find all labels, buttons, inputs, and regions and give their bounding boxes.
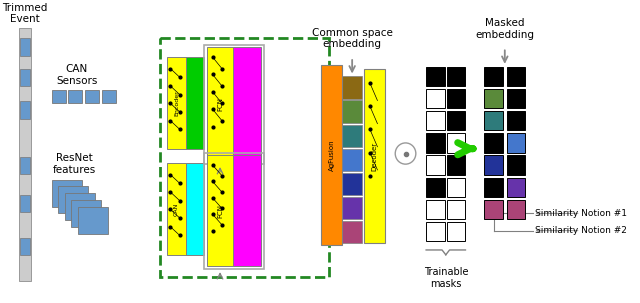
Bar — [68, 90, 83, 103]
Text: ResNet
features: ResNet features — [52, 153, 95, 175]
Bar — [426, 67, 445, 86]
Text: AgFusion: AgFusion — [328, 139, 335, 171]
Bar — [507, 200, 525, 219]
Text: Encoder: Encoder — [174, 90, 179, 116]
Bar — [447, 222, 465, 241]
Bar — [447, 67, 465, 86]
Bar — [507, 155, 525, 175]
Bar — [102, 90, 116, 103]
Bar — [426, 133, 445, 153]
Bar — [160, 38, 329, 277]
Bar — [342, 101, 362, 123]
Bar — [484, 178, 503, 197]
Bar — [342, 197, 362, 219]
Bar — [207, 155, 233, 266]
Bar — [507, 111, 525, 130]
Bar — [58, 186, 88, 213]
Text: Decoder: Decoder — [372, 142, 378, 171]
Bar — [186, 57, 204, 149]
Bar — [85, 90, 99, 103]
Text: CAN
Sensors: CAN Sensors — [56, 65, 97, 86]
Bar — [78, 207, 108, 234]
Bar — [484, 155, 503, 175]
Bar — [20, 195, 30, 212]
Text: FCN: FCN — [217, 204, 223, 218]
Bar — [186, 163, 204, 255]
Bar — [484, 133, 503, 153]
Bar — [204, 45, 264, 164]
Bar — [342, 125, 362, 147]
Text: Similarity Notion #1: Similarity Notion #1 — [535, 209, 627, 218]
Bar — [507, 133, 525, 153]
Bar — [20, 102, 30, 119]
Bar — [447, 178, 465, 197]
Bar — [447, 155, 465, 175]
Bar — [447, 133, 465, 153]
Bar — [507, 89, 525, 108]
Bar — [20, 68, 30, 86]
Text: Trimmed
Event: Trimmed Event — [2, 3, 47, 24]
Bar — [484, 89, 503, 108]
Bar — [484, 111, 503, 130]
Bar — [342, 149, 362, 171]
Bar — [426, 155, 445, 175]
Bar — [207, 48, 233, 161]
Bar — [426, 200, 445, 219]
Bar — [342, 173, 362, 195]
Bar — [447, 89, 465, 108]
Bar — [321, 65, 342, 245]
Bar — [20, 38, 30, 56]
Text: Similarity Notion #2: Similarity Notion #2 — [535, 226, 627, 235]
Bar — [426, 89, 445, 108]
Bar — [364, 69, 385, 243]
Text: FCN: FCN — [217, 97, 223, 112]
Bar — [507, 178, 525, 197]
Bar — [484, 67, 503, 86]
Bar — [204, 153, 264, 269]
Bar — [65, 193, 95, 220]
Bar — [233, 155, 261, 266]
Bar — [507, 67, 525, 86]
Bar — [19, 28, 31, 281]
Bar — [52, 180, 81, 207]
Bar — [342, 76, 362, 98]
Bar — [167, 57, 186, 149]
Bar — [426, 111, 445, 130]
Bar — [426, 178, 445, 197]
Bar — [233, 48, 261, 161]
Bar — [71, 200, 101, 227]
Bar — [20, 157, 30, 175]
Bar — [426, 222, 445, 241]
Bar — [20, 238, 30, 255]
Bar — [342, 221, 362, 243]
Bar — [484, 200, 503, 219]
Text: CAN: CAN — [174, 202, 179, 216]
Bar — [167, 163, 186, 255]
Text: Common space
embedding: Common space embedding — [312, 28, 392, 49]
Text: Trainable
masks: Trainable masks — [424, 267, 468, 289]
Bar — [52, 90, 66, 103]
Bar — [447, 200, 465, 219]
Circle shape — [396, 143, 416, 164]
Text: Masked
embedding: Masked embedding — [476, 18, 534, 40]
Bar — [447, 111, 465, 130]
